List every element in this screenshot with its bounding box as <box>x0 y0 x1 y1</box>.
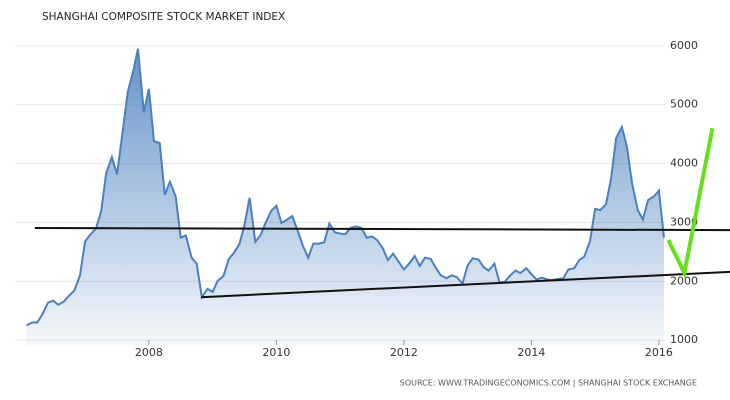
x-tick-label: 2016 <box>645 346 673 359</box>
annotation-line <box>201 270 730 299</box>
y-tick-label: 4000 <box>670 157 698 170</box>
y-tick-label: 5000 <box>670 98 698 111</box>
x-tick-label: 2010 <box>262 346 290 359</box>
source: SOURCE: WWW.TRADINGECONOMICS.COM | SHANG… <box>400 379 697 388</box>
x-tick-label: 2012 <box>390 346 418 359</box>
chart-title: SHANGHAI COMPOSITE STOCK MARKET INDEX <box>42 11 285 23</box>
y-tick-label: 6000 <box>670 39 698 52</box>
x-tick-label: 2008 <box>135 346 163 359</box>
line <box>26 48 665 327</box>
annotation-line <box>666 127 715 280</box>
annotation-line <box>34 227 730 232</box>
y-tick-label: 2000 <box>670 274 698 287</box>
y-tick-label: 1000 <box>670 333 698 346</box>
y-tick-label: 3000 <box>670 215 698 228</box>
area <box>26 48 664 347</box>
x-tick-label: 2014 <box>517 346 545 359</box>
